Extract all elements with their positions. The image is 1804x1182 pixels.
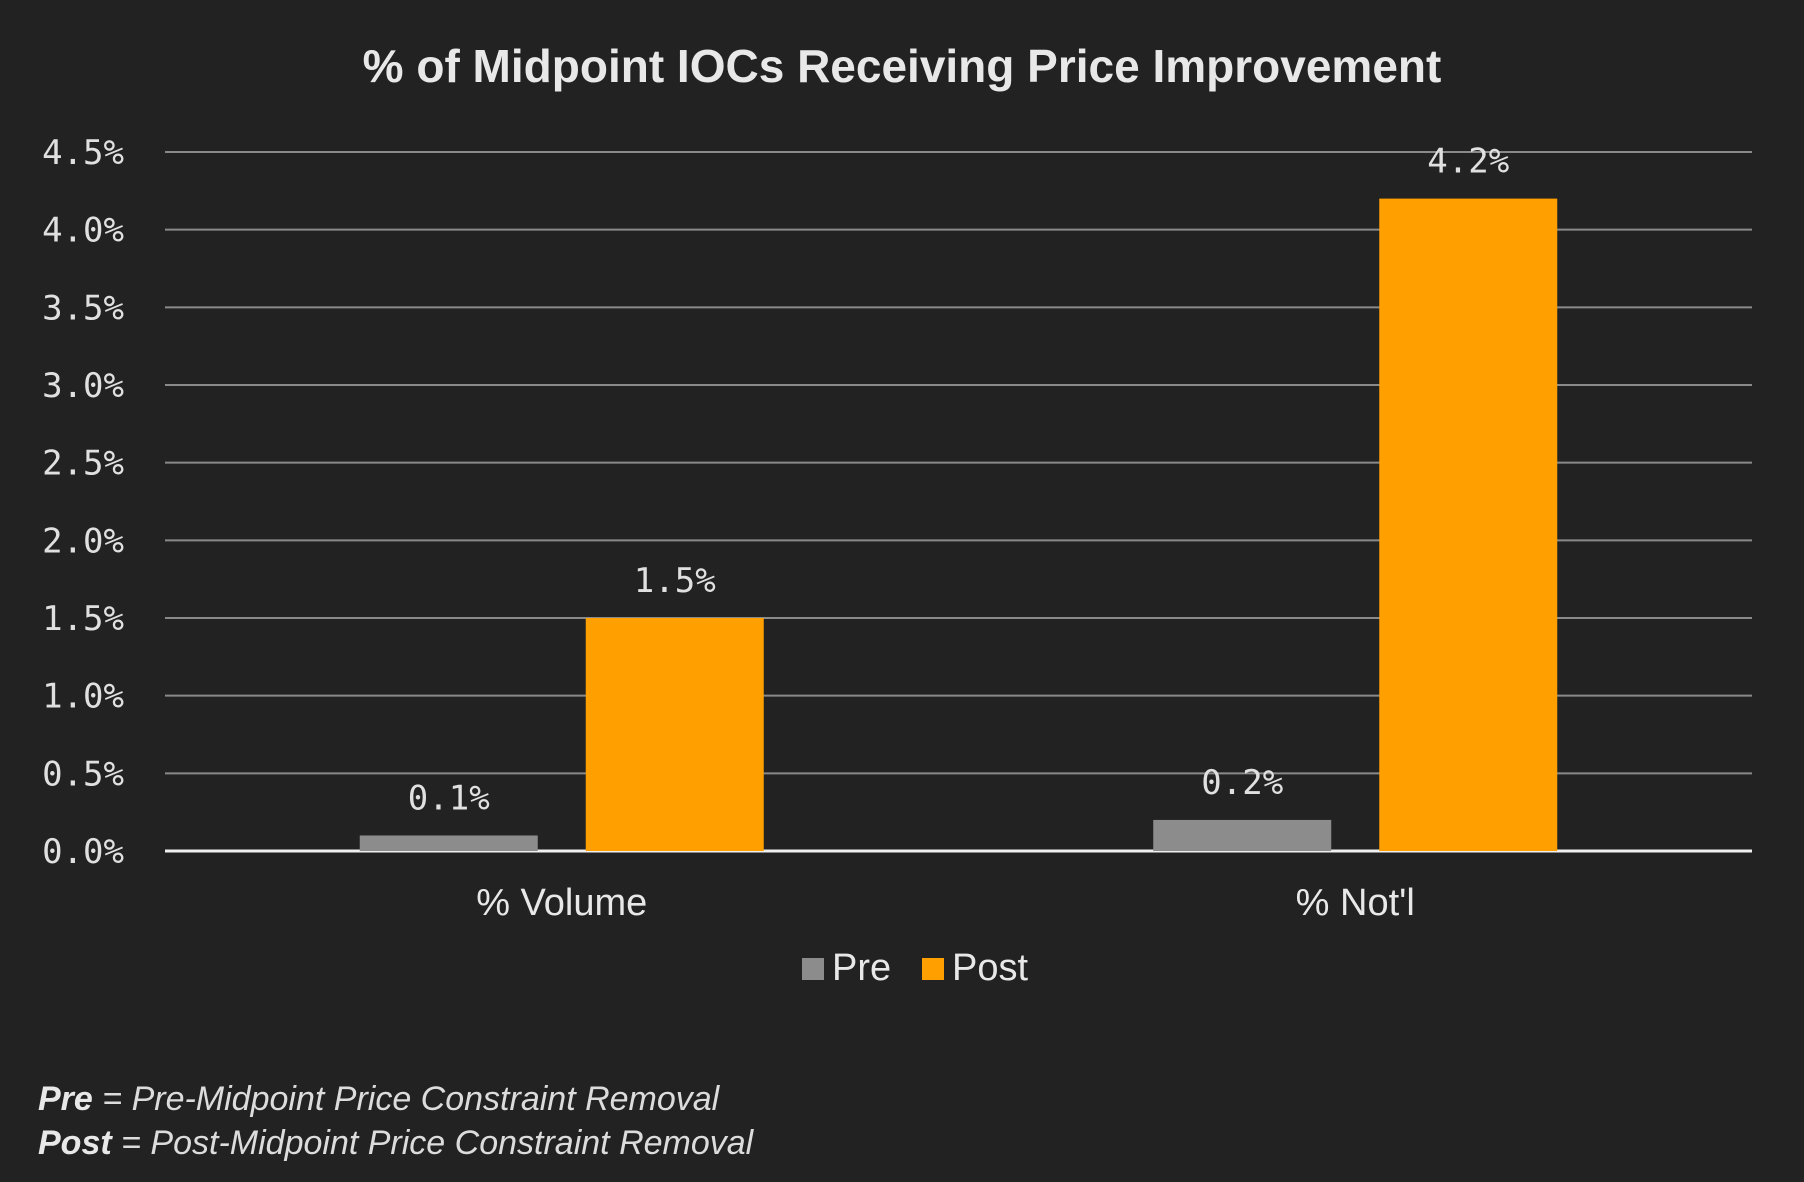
y-tick-label: 2.5% xyxy=(42,444,124,484)
bars xyxy=(359,198,1558,852)
y-tick-label: 2.0% xyxy=(42,521,124,561)
bar-pre-1 xyxy=(359,835,538,851)
data-labels: 0.1% 1.5% 0.2% 4.2% xyxy=(408,142,1509,819)
data-label-post-2: 4.2% xyxy=(1427,142,1509,182)
bar-pre-2 xyxy=(1153,819,1332,851)
y-tick-label: 4.5% xyxy=(42,133,124,173)
y-tick-label: 4.0% xyxy=(42,211,124,251)
y-tick-label: 1.0% xyxy=(42,677,124,717)
chart-title: % of Midpoint IOCs Receiving Price Impro… xyxy=(363,40,1442,92)
legend-label-pre: Pre xyxy=(832,947,891,989)
y-tick-label: 0.0% xyxy=(42,832,124,872)
x-tick-label: % Volume xyxy=(476,882,647,924)
footnote-post-term: Post xyxy=(38,1124,112,1162)
x-axis: % Volume % Not'l xyxy=(476,882,1415,924)
legend-label-post: Post xyxy=(952,947,1028,989)
footnote-pre-text: = Pre-Midpoint Price Constraint Removal xyxy=(92,1080,720,1118)
y-tick-label: 0.5% xyxy=(42,754,124,794)
data-label-post-1: 1.5% xyxy=(634,561,716,601)
legend-swatch-post xyxy=(922,958,944,980)
bar-post-1 xyxy=(585,618,764,851)
y-axis: 0.0% 0.5% 1.0% 1.5% 2.0% 2.5% 3.0% 3.5% 4.0% 4.5% xyxy=(42,133,124,872)
footnote-post: Post = Post-Midpoint Price Constraint Re… xyxy=(38,1124,753,1163)
legend: Pre Post xyxy=(802,947,1028,989)
bar-post-2 xyxy=(1379,198,1558,852)
legend-swatch-pre xyxy=(802,958,824,980)
x-tick-label: % Not'l xyxy=(1296,882,1415,924)
gridlines xyxy=(165,151,1752,853)
data-label-pre-2: 0.2% xyxy=(1201,763,1283,803)
footnote-pre-term: Pre xyxy=(38,1080,93,1118)
y-tick-label: 1.5% xyxy=(42,599,124,639)
footnote-post-text: = Post-Midpoint Price Constraint Removal xyxy=(111,1124,754,1162)
footnote-pre: Pre = Pre-Midpoint Price Constraint Remo… xyxy=(38,1080,719,1119)
data-label-pre-1: 0.1% xyxy=(408,778,490,818)
y-tick-label: 3.0% xyxy=(42,366,124,406)
y-tick-label: 3.5% xyxy=(42,288,124,328)
